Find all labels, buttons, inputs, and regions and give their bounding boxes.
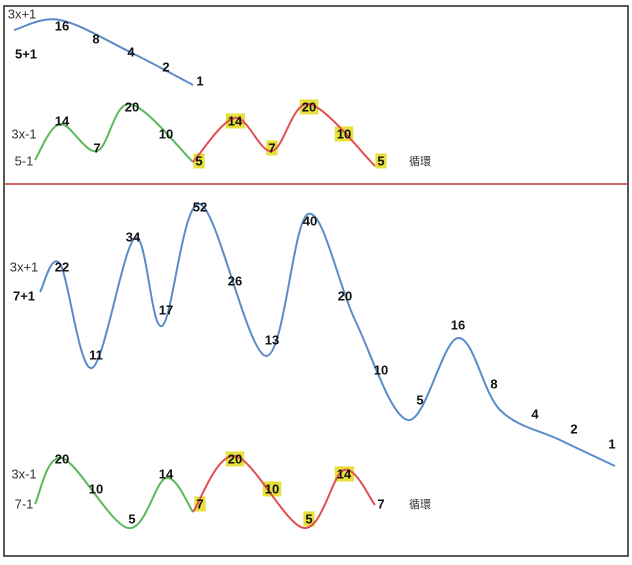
number-label: 16 bbox=[451, 317, 465, 332]
curve bbox=[13, 18, 194, 86]
number-label: 5 bbox=[377, 153, 384, 168]
highlight bbox=[299, 99, 319, 115]
number-label: 4 bbox=[531, 406, 539, 421]
number-label: 1 bbox=[196, 73, 203, 88]
number-label: 16 bbox=[55, 18, 69, 33]
number-label: 20 bbox=[338, 288, 352, 303]
curve bbox=[34, 103, 194, 163]
curve bbox=[192, 103, 376, 167]
number-label: 10 bbox=[159, 126, 173, 141]
number-label: 10 bbox=[89, 481, 103, 496]
number-label: 5 bbox=[195, 153, 202, 168]
highlights bbox=[193, 99, 387, 527]
number-label: 20 bbox=[55, 451, 69, 466]
rule-label: 3x+1 bbox=[8, 6, 37, 21]
number-label: 13 bbox=[265, 332, 279, 347]
number-label: 40 bbox=[303, 213, 317, 228]
cycle-note: 循環 bbox=[409, 155, 431, 168]
number-label: 14 bbox=[159, 466, 174, 481]
number-label: 2 bbox=[162, 59, 169, 74]
start-label: 5+1 bbox=[15, 46, 37, 61]
curve bbox=[192, 454, 376, 529]
cycle-note: 循環 bbox=[409, 498, 431, 511]
number-label: 52 bbox=[193, 199, 207, 214]
number-label: 20 bbox=[228, 451, 242, 466]
number-label: 10 bbox=[337, 126, 351, 141]
number-label: 34 bbox=[126, 229, 141, 244]
number-label: 14 bbox=[337, 466, 352, 481]
number-label: 20 bbox=[125, 99, 139, 114]
number-label: 7 bbox=[268, 140, 275, 155]
number-label: 26 bbox=[228, 273, 242, 288]
highlight bbox=[225, 113, 245, 129]
highlight bbox=[262, 481, 282, 497]
number-label: 7 bbox=[93, 140, 100, 155]
number-label: 5 bbox=[128, 511, 135, 526]
number-label: 10 bbox=[374, 362, 388, 377]
start-label: 5-1 bbox=[15, 153, 34, 168]
number-label: 5 bbox=[305, 511, 312, 526]
number-label: 1 bbox=[608, 436, 615, 451]
number-label: 22 bbox=[55, 259, 69, 274]
number-label: 4 bbox=[127, 44, 135, 59]
start-label: 7+1 bbox=[13, 288, 35, 303]
number-label: 2 bbox=[570, 421, 577, 436]
curves bbox=[13, 18, 616, 530]
highlight bbox=[194, 496, 206, 512]
highlight bbox=[375, 153, 387, 169]
number-label: 5 bbox=[416, 392, 423, 407]
number-label: 14 bbox=[228, 113, 243, 128]
frame bbox=[3, 5, 629, 557]
number-label: 14 bbox=[55, 113, 70, 128]
highlight bbox=[193, 153, 205, 169]
rule-label: 3x-1 bbox=[11, 466, 36, 481]
highlight bbox=[266, 140, 278, 156]
number-label: 7 bbox=[196, 496, 203, 511]
rule-label: 3x+1 bbox=[10, 259, 39, 274]
number-label: 10 bbox=[265, 481, 279, 496]
curve bbox=[34, 456, 194, 530]
number-label: 17 bbox=[159, 302, 173, 317]
curve bbox=[39, 203, 616, 467]
number-label: 8 bbox=[490, 376, 497, 391]
number-label: 8 bbox=[92, 31, 99, 46]
highlight bbox=[303, 511, 315, 527]
start-label: 7-1 bbox=[15, 496, 34, 511]
highlight bbox=[225, 451, 245, 467]
rule-label: 3x-1 bbox=[11, 126, 36, 141]
number-label: 7 bbox=[377, 496, 384, 511]
number-label: 20 bbox=[302, 99, 316, 114]
number-label: 11 bbox=[89, 347, 103, 362]
